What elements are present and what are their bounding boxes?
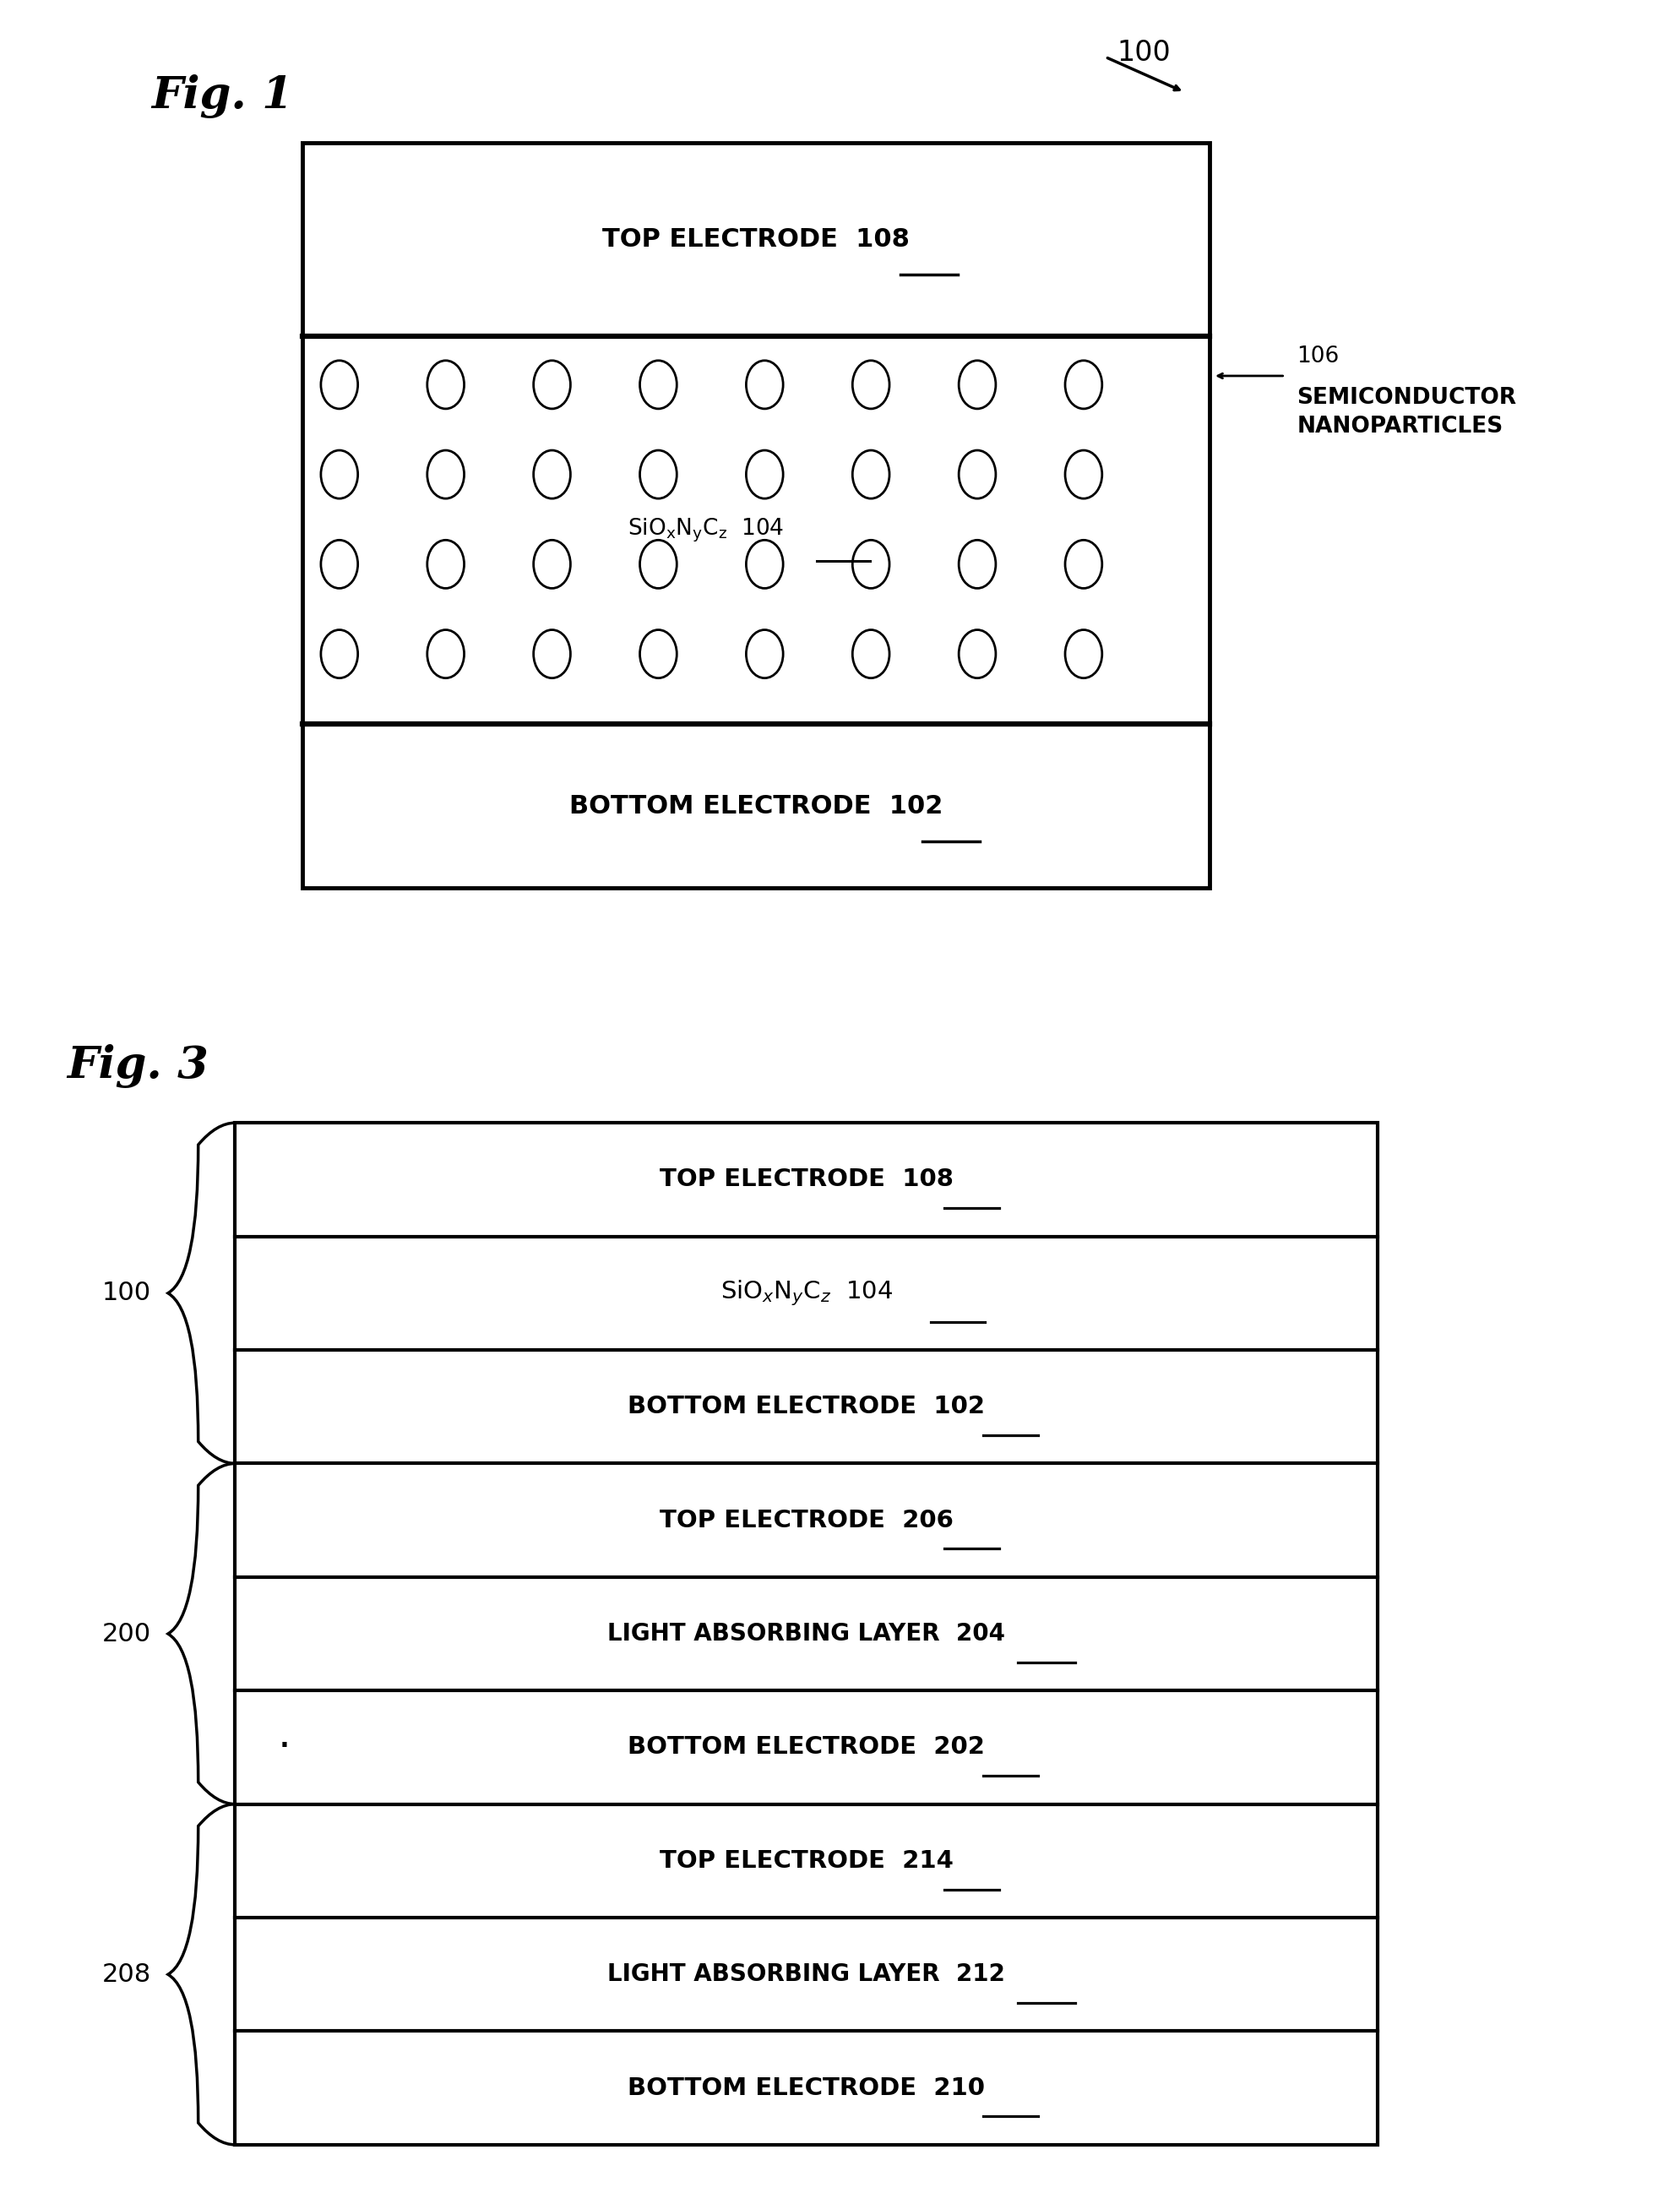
Text: Fig. 1: Fig. 1 [151,75,292,118]
Text: 106: 106 [1297,344,1339,366]
Text: ·: · [277,1728,291,1768]
Text: TOP ELECTRODE  206: TOP ELECTRODE 206 [660,1509,953,1533]
Text: TOP ELECTRODE  214: TOP ELECTRODE 214 [660,1849,953,1873]
Text: LIGHT ABSORBING LAYER  212: LIGHT ABSORBING LAYER 212 [608,1963,1005,1987]
Text: 208: 208 [102,1963,151,1987]
FancyBboxPatch shape [235,1123,1378,2145]
Text: BOTTOM ELECTRODE  210: BOTTOM ELECTRODE 210 [628,2077,984,2101]
Text: BOTTOM ELECTRODE  202: BOTTOM ELECTRODE 202 [628,1735,984,1759]
Text: LIGHT ABSORBING LAYER  204: LIGHT ABSORBING LAYER 204 [608,1623,1005,1645]
Text: 200: 200 [102,1621,151,1647]
Text: TOP ELECTRODE  108: TOP ELECTRODE 108 [660,1167,953,1191]
Text: SiO$_x$N$_y$C$_z$  104: SiO$_x$N$_y$C$_z$ 104 [721,1279,892,1307]
Text: SEMICONDUCTOR
NANOPARTICLES: SEMICONDUCTOR NANOPARTICLES [1297,386,1517,439]
Text: BOTTOM ELECTRODE  102: BOTTOM ELECTRODE 102 [570,794,942,818]
Text: BOTTOM ELECTRODE  102: BOTTOM ELECTRODE 102 [628,1395,984,1419]
Text: $\mathrm{SiO_xN_yC_z}$  104: $\mathrm{SiO_xN_yC_z}$ 104 [627,518,785,544]
Text: Fig. 3: Fig. 3 [67,1044,208,1088]
Text: 100: 100 [102,1281,151,1305]
FancyBboxPatch shape [302,143,1210,888]
Text: 100: 100 [1117,39,1171,66]
Text: TOP ELECTRODE  108: TOP ELECTRODE 108 [603,228,909,252]
